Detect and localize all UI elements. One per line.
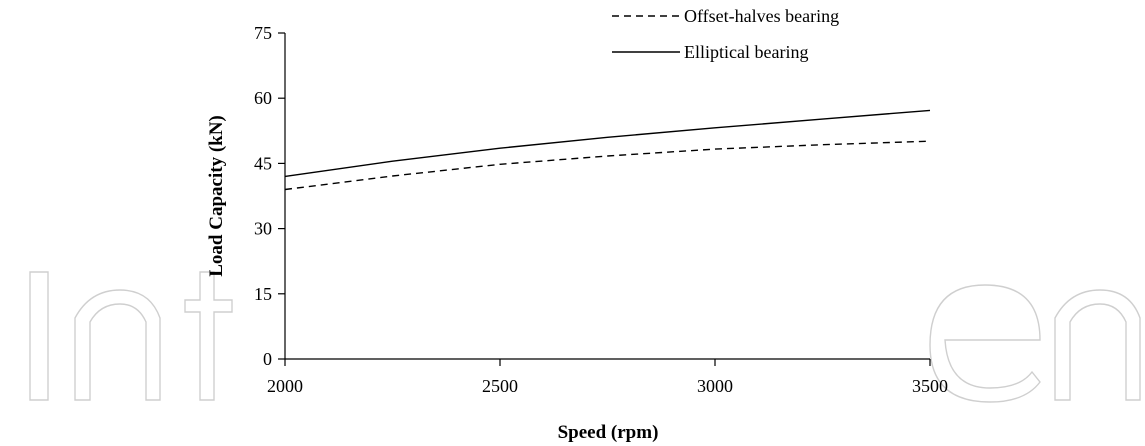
x-ticks: 2000 2500 3000 3500 xyxy=(267,359,948,396)
y-ticks: 0 15 30 45 60 75 xyxy=(254,23,285,369)
series-line-offset-halves xyxy=(284,140,931,191)
x-tick-label: 3500 xyxy=(912,376,948,396)
x-tick-label: 3000 xyxy=(697,376,733,396)
x-tick-label: 2500 xyxy=(482,376,518,396)
legend-label: Offset-halves bearing xyxy=(684,6,839,26)
y-tick-label: 15 xyxy=(254,284,272,304)
y-tick-label: 75 xyxy=(254,23,272,43)
background-watermark xyxy=(29,271,1141,403)
y-tick-label: 30 xyxy=(254,219,272,239)
y-tick-label: 60 xyxy=(254,88,272,108)
y-axis-title: Load Capacity (kN) xyxy=(206,115,227,277)
y-tick-label: 45 xyxy=(254,153,272,173)
x-axis-title: Speed (rpm) xyxy=(558,422,659,443)
legend: Offset-halves bearing Elliptical bearing xyxy=(612,6,839,62)
series-layer xyxy=(284,109,931,191)
series-line-elliptical xyxy=(284,109,931,178)
axes: 2000 2500 3000 3500 0 15 30 45 60 75 xyxy=(254,23,948,396)
y-tick-label: 0 xyxy=(263,349,272,369)
legend-label: Elliptical bearing xyxy=(684,42,808,62)
x-tick-label: 2000 xyxy=(267,376,303,396)
